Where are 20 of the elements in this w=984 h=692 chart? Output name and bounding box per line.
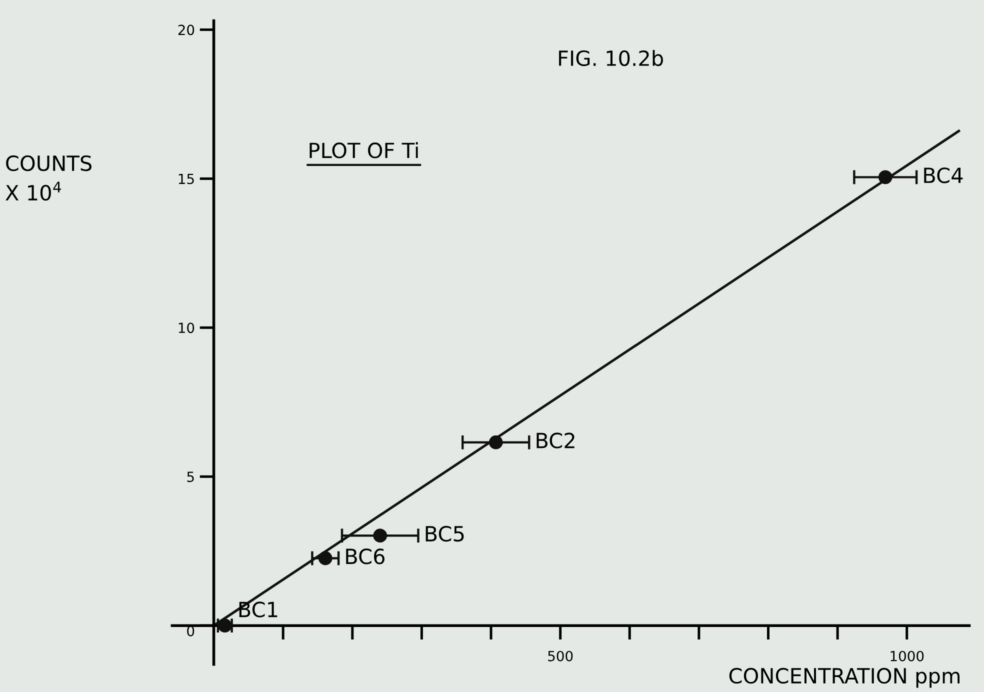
x-tick-label: 500: [548, 650, 573, 662]
point: [878, 170, 892, 184]
y-axis-title: COUNTS X 10$^{4}$: [6, 155, 92, 201]
x-tick-label: 1000: [890, 650, 924, 662]
point: [218, 618, 232, 633]
text: FIG. 10.2b: [559, 50, 663, 66]
y-tick-label: 10: [178, 322, 194, 334]
annotation: BC5: [426, 526, 464, 542]
point: [318, 551, 332, 566]
y-tick-label: 5: [187, 472, 194, 482]
annotation: BC1: [239, 602, 278, 618]
point: [373, 528, 388, 543]
x-axis-title: CONCENTRATION ppm: [729, 668, 960, 688]
annotation: BC4: [924, 167, 963, 184]
annotation: PLOT OF Ti: [310, 142, 418, 158]
annotation: BC2: [536, 432, 574, 448]
annotation: BC6: [346, 548, 385, 564]
y-tick-label: 20: [178, 24, 194, 36]
y-tick-label: 15: [178, 174, 194, 184]
point: [488, 435, 503, 450]
